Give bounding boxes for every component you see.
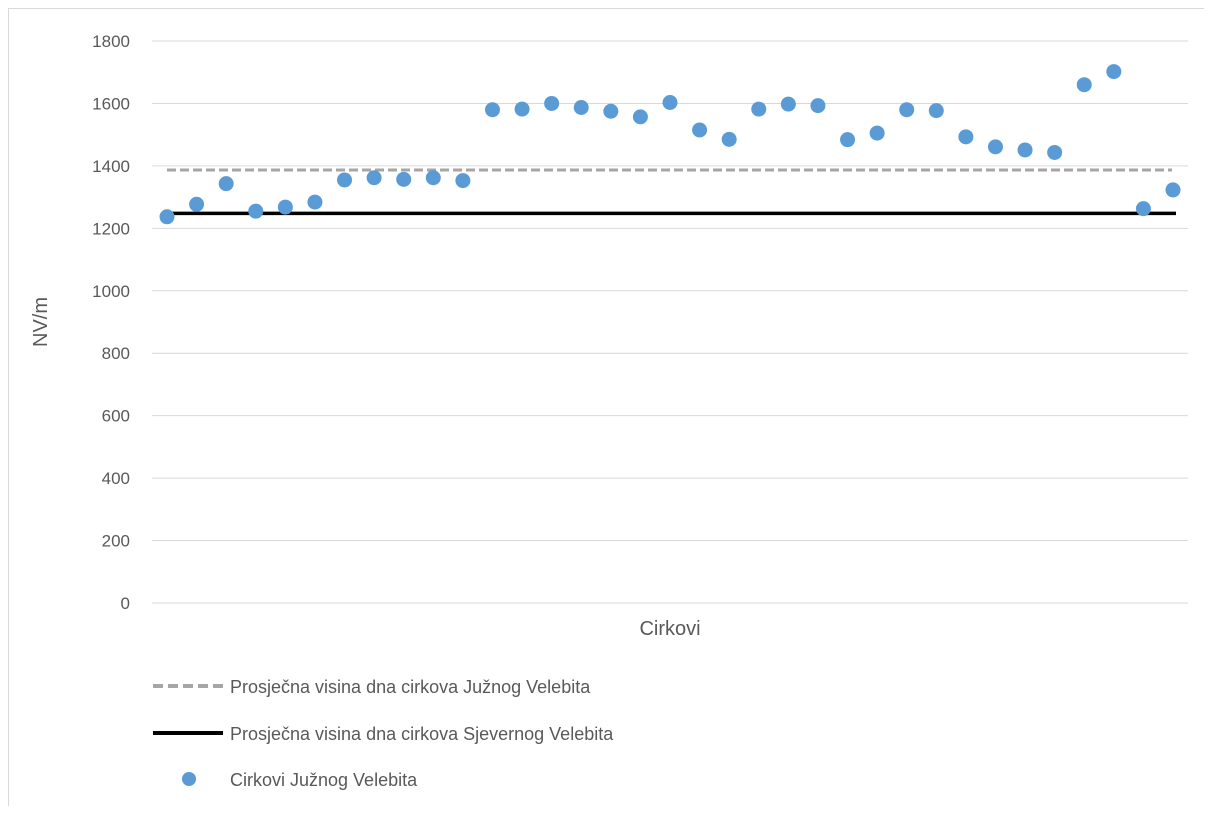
scatter-point bbox=[780, 96, 796, 112]
scatter-point bbox=[1076, 77, 1092, 93]
reference-lines bbox=[167, 168, 1176, 216]
scatter-point bbox=[514, 101, 530, 117]
y-tick-label: 0 bbox=[121, 594, 130, 613]
scatter-point bbox=[307, 194, 323, 210]
scatter-point bbox=[218, 176, 234, 192]
scatter-point bbox=[248, 203, 264, 219]
scatter-point bbox=[632, 109, 648, 125]
scatter-point bbox=[603, 103, 619, 119]
y-tick-label: 600 bbox=[102, 407, 130, 426]
scatter-point bbox=[987, 139, 1003, 155]
scatter-point bbox=[692, 122, 708, 138]
scatter-point bbox=[840, 132, 856, 148]
scatter-point bbox=[1135, 201, 1151, 217]
x-axis-title: Cirkovi bbox=[639, 618, 700, 640]
scatter-point bbox=[869, 125, 885, 141]
scatter-point bbox=[484, 102, 500, 118]
scatter-point bbox=[337, 172, 353, 188]
scatter-point bbox=[189, 196, 205, 212]
y-tick-label: 1600 bbox=[92, 94, 130, 113]
scatter-point bbox=[455, 173, 471, 189]
y-tick-label: 1200 bbox=[92, 219, 130, 238]
scatter-point bbox=[366, 170, 382, 186]
y-axis-title: NV/m bbox=[30, 297, 52, 347]
legend: Prosječna visina dna cirkova Južnog Vele… bbox=[153, 677, 614, 790]
scatter-point bbox=[1106, 64, 1122, 80]
scatter-points bbox=[159, 64, 1181, 225]
y-tick-label: 800 bbox=[102, 344, 130, 363]
legend-label-points: Cirkovi Južnog Velebita bbox=[230, 770, 418, 790]
scatter-point bbox=[277, 199, 293, 215]
scatter-point bbox=[662, 95, 678, 111]
scatter-point bbox=[1047, 144, 1063, 160]
scatter-point bbox=[544, 95, 560, 111]
legend-label-south-avg: Prosječna visina dna cirkova Južnog Vele… bbox=[230, 677, 591, 697]
y-tick-label: 400 bbox=[102, 469, 130, 488]
legend-label-north-avg: Prosječna visina dna cirkova Sjevernog V… bbox=[230, 724, 614, 744]
scatter-point bbox=[1017, 142, 1033, 158]
chart-frame bbox=[8, 8, 1204, 806]
y-tick-label: 1800 bbox=[92, 32, 130, 51]
y-tick-label: 1000 bbox=[92, 282, 130, 301]
scatter-point bbox=[751, 101, 767, 117]
scatter-point bbox=[810, 98, 826, 114]
scatter-point bbox=[425, 170, 441, 186]
scatter-point bbox=[396, 171, 412, 187]
scatter-point bbox=[573, 100, 589, 116]
scatter-point bbox=[928, 103, 944, 119]
legend-swatch-points bbox=[182, 772, 196, 786]
y-tick-labels: 0 200 400 600 800 1000 1200 1400 1600 1800 bbox=[92, 32, 130, 613]
y-tick-label: 1400 bbox=[92, 157, 130, 176]
scatter-point bbox=[721, 131, 737, 147]
scatter-point bbox=[899, 102, 915, 118]
scatter-point bbox=[159, 209, 175, 225]
y-tick-label: 200 bbox=[102, 532, 130, 551]
scatter-point bbox=[1165, 182, 1181, 198]
scatter-point bbox=[958, 129, 974, 145]
gridlines bbox=[152, 40, 1188, 604]
